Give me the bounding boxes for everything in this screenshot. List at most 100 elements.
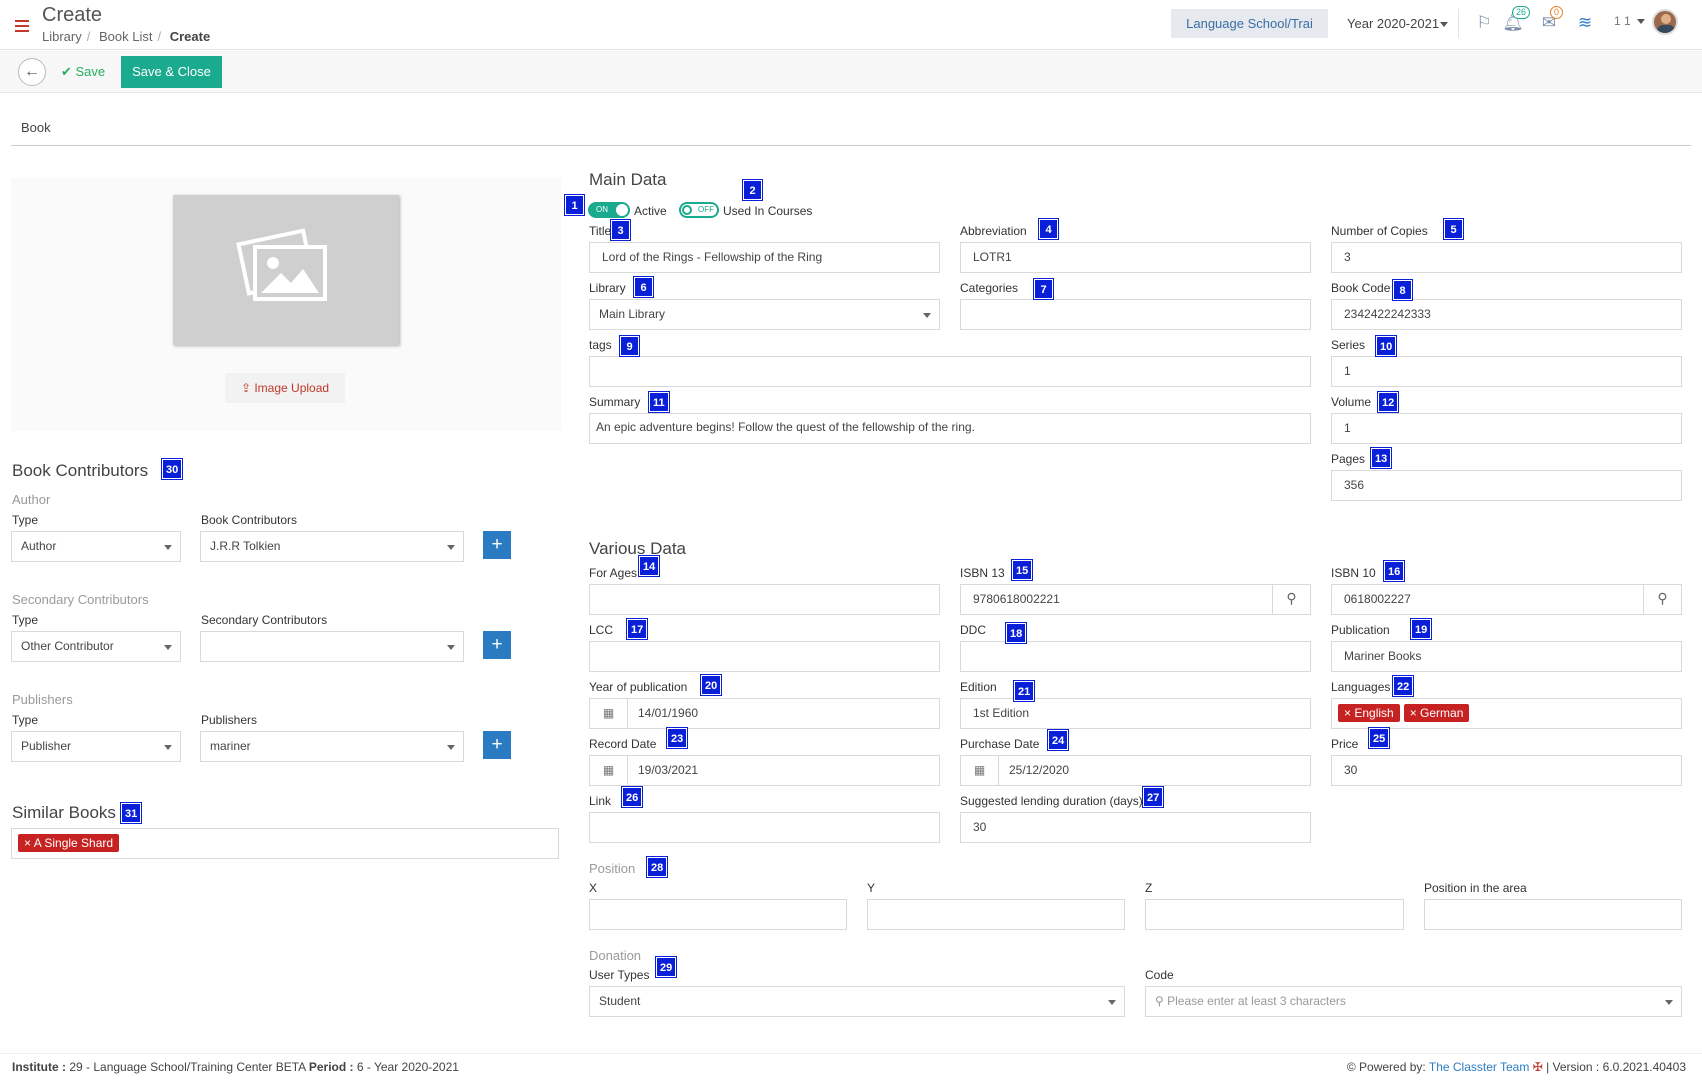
classter-link[interactable]: The Classter Team bbox=[1428, 1060, 1530, 1074]
marker-16: 16 bbox=[1384, 561, 1405, 581]
copies-input[interactable]: 3 bbox=[1331, 242, 1682, 273]
avatar[interactable] bbox=[1652, 9, 1678, 35]
position-z-label: Z bbox=[1145, 881, 1153, 895]
publication-input[interactable]: Mariner Books bbox=[1331, 641, 1682, 672]
summary-textarea[interactable]: An epic adventure begins! Follow the que… bbox=[589, 413, 1311, 444]
similar-books-input[interactable]: × A Single Shard bbox=[11, 828, 559, 859]
volume-label: Volume bbox=[1331, 395, 1372, 409]
link-input[interactable] bbox=[589, 812, 940, 843]
add-author-button[interactable]: + bbox=[483, 531, 511, 559]
tab-book[interactable]: Book bbox=[21, 120, 51, 135]
save-button[interactable]: ✔ Save bbox=[61, 62, 105, 82]
isbn10-search-icon[interactable]: ⚲ bbox=[1643, 585, 1681, 614]
price-input[interactable]: 30 bbox=[1331, 755, 1682, 786]
position-z-input[interactable] bbox=[1145, 899, 1404, 930]
isbn10-input[interactable]: 0618002227 ⚲ bbox=[1331, 584, 1682, 615]
save-close-button[interactable]: Save & Close bbox=[121, 56, 222, 88]
user-types-select[interactable]: Student bbox=[589, 986, 1125, 1017]
lcc-input[interactable] bbox=[589, 641, 940, 672]
marker-31: 31 bbox=[121, 803, 142, 823]
book-contributors-select[interactable]: J.R.R Tolkien bbox=[200, 531, 464, 562]
lending-duration-input[interactable]: 30 bbox=[960, 812, 1311, 843]
image-upload-button[interactable]: ⇪ Image Upload bbox=[225, 373, 345, 403]
purchase-date-label: Purchase Date bbox=[960, 737, 1040, 751]
menu-icon[interactable] bbox=[15, 20, 29, 32]
add-publisher-button[interactable]: + bbox=[483, 731, 511, 759]
image-placeholder bbox=[173, 195, 399, 345]
various-data-title: Various Data bbox=[589, 539, 687, 558]
image-icon bbox=[236, 228, 327, 301]
title-input[interactable]: Lord of the Rings - Fellowship of the Ri… bbox=[589, 242, 940, 273]
position-y-input[interactable] bbox=[867, 899, 1125, 930]
tab-divider bbox=[11, 145, 1691, 146]
language-tag-english[interactable]: × English bbox=[1338, 704, 1400, 722]
calendar-icon[interactable]: ▦ bbox=[590, 756, 628, 785]
marker-2: 2 bbox=[743, 180, 762, 200]
position-area-label: Position in the area bbox=[1424, 881, 1527, 895]
marker-12: 12 bbox=[1378, 392, 1399, 412]
position-x-label: X bbox=[589, 881, 598, 895]
notifications-badge: 26 bbox=[1512, 6, 1531, 19]
year-selector[interactable]: Year 2020-2021 bbox=[1339, 9, 1459, 38]
series-label: Series bbox=[1331, 338, 1366, 352]
pages-input[interactable]: 356 bbox=[1331, 470, 1682, 501]
for-ages-input[interactable] bbox=[589, 584, 940, 615]
marker-27: 27 bbox=[1143, 787, 1164, 807]
breadcrumb-library[interactable]: Library bbox=[42, 29, 82, 44]
position-x-input[interactable] bbox=[589, 899, 847, 930]
library-select[interactable]: Main Library bbox=[589, 299, 940, 330]
isbn10-value: 0618002227 bbox=[1344, 592, 1411, 606]
tags-input[interactable] bbox=[589, 356, 1311, 387]
position-area-input[interactable] bbox=[1424, 899, 1682, 930]
book-code-input[interactable]: 2342422242333 bbox=[1331, 299, 1682, 330]
author-type-select[interactable]: Author bbox=[11, 531, 181, 562]
secondary-contributors-label: Secondary Contributors bbox=[201, 613, 328, 627]
record-date-value: 19/03/2021 bbox=[638, 763, 699, 777]
abbreviation-input[interactable]: LOTR1 bbox=[960, 242, 1311, 273]
categories-input[interactable] bbox=[960, 299, 1311, 330]
user-menu-chevron-icon[interactable] bbox=[1637, 19, 1645, 28]
secondary-type-select[interactable]: Other Contributor bbox=[11, 631, 181, 662]
flag-icon[interactable]: ⚐ bbox=[1476, 13, 1492, 32]
purchase-date-input[interactable]: ▦ 25/12/2020 bbox=[960, 755, 1311, 786]
used-in-courses-toggle[interactable]: OFF bbox=[679, 202, 719, 218]
similar-book-tag-label: A Single Shard bbox=[33, 836, 114, 850]
purchase-date-value: 25/12/2020 bbox=[1009, 763, 1070, 777]
donation-group-label: Donation bbox=[589, 948, 642, 963]
add-secondary-button[interactable]: + bbox=[483, 631, 511, 659]
year-of-publication-input[interactable]: ▦ 14/01/1960 bbox=[589, 698, 940, 729]
active-toggle[interactable]: ON bbox=[588, 202, 630, 218]
marker-17: 17 bbox=[627, 619, 648, 639]
ddc-input[interactable] bbox=[960, 641, 1311, 672]
marker-10: 10 bbox=[1376, 336, 1397, 356]
arrow-left-icon: ← bbox=[24, 63, 40, 80]
isbn13-search-icon[interactable]: ⚲ bbox=[1272, 585, 1310, 614]
school-selector[interactable]: Language School/Trai bbox=[1171, 9, 1328, 38]
back-button[interactable]: ← bbox=[18, 58, 46, 86]
author-group-label: Author bbox=[12, 492, 51, 507]
edition-input[interactable]: 1st Edition bbox=[960, 698, 1311, 729]
language-tag-german[interactable]: × German bbox=[1403, 704, 1470, 722]
marker-23: 23 bbox=[667, 728, 688, 748]
isbn13-value: 9780618002221 bbox=[973, 592, 1060, 606]
calendar-icon[interactable]: ▦ bbox=[961, 756, 999, 785]
publishers-select[interactable]: mariner bbox=[200, 731, 464, 762]
layers-add-icon[interactable]: ≋ bbox=[1577, 13, 1593, 32]
calendar-icon[interactable]: ▦ bbox=[590, 699, 628, 728]
series-input[interactable]: 1 bbox=[1331, 356, 1682, 387]
publisher-type-select[interactable]: Publisher bbox=[11, 731, 181, 762]
secondary-contributors-select[interactable] bbox=[200, 631, 464, 662]
languages-input[interactable]: × English × German bbox=[1331, 698, 1682, 729]
user-number: 1 1 bbox=[1614, 14, 1631, 28]
code-select[interactable]: ⚲ Please enter at least 3 characters bbox=[1145, 986, 1682, 1017]
user-types-label: User Types bbox=[589, 968, 650, 982]
similar-book-tag[interactable]: × A Single Shard bbox=[18, 834, 120, 852]
publishers-label: Publishers bbox=[201, 713, 258, 727]
period-value: 6 - Year 2020-2021 bbox=[356, 1060, 459, 1074]
isbn13-input[interactable]: 9780618002221 ⚲ bbox=[960, 584, 1311, 615]
record-date-input[interactable]: ▦ 19/03/2021 bbox=[589, 755, 940, 786]
messages-badge: 0 bbox=[1550, 6, 1564, 19]
year-value: Year 2020-2021 bbox=[1347, 16, 1440, 31]
volume-input[interactable]: 1 bbox=[1331, 413, 1682, 444]
breadcrumb-book-list[interactable]: Book List bbox=[99, 29, 153, 44]
